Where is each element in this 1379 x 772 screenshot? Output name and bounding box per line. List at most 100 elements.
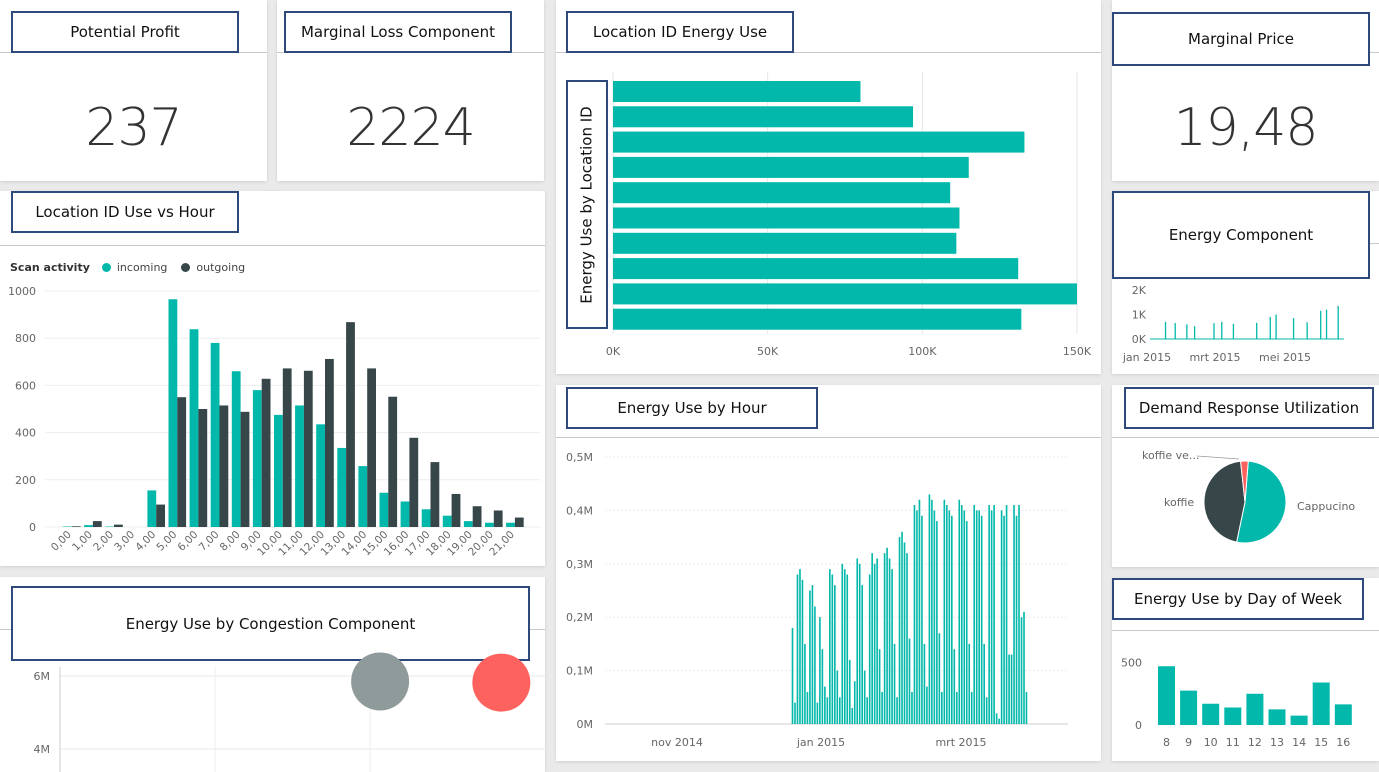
bar: [806, 691, 809, 724]
bar-incoming: [485, 522, 494, 527]
bar-incoming: [84, 525, 93, 527]
bar-incoming: [337, 447, 347, 527]
bar-outgoing: [156, 504, 165, 527]
energy-hour-card[interactable]: Energy Use by Hour 0M 0,1M 0,2M 0,3M 0,4M 0,5…: [556, 385, 1101, 761]
location-energy-chart: 0K 50K 100K 150K: [606, 72, 1092, 358]
x-tick-label: nov 2014: [651, 736, 703, 749]
bar: [1158, 666, 1175, 725]
x-tick-label: 4,00: [133, 529, 158, 554]
bar: [861, 585, 864, 724]
demand-response-card[interactable]: Demand Response Utilization Cappucino kof…: [1112, 385, 1379, 567]
bar: [866, 697, 868, 724]
bar: [814, 606, 816, 724]
bar: [988, 505, 990, 724]
day-of-week-card[interactable]: Energy Use by Day of Week 0 500 8 9 10 11 12 13…: [1112, 578, 1379, 761]
bar: [886, 547, 888, 724]
bar: [1015, 515, 1018, 724]
legend-label-outgoing[interactable]: outgoing: [196, 261, 246, 274]
bar: [846, 574, 849, 724]
x-tick-label: 11: [1226, 736, 1240, 749]
bar-outgoing: [346, 322, 355, 527]
scatter-point: [351, 652, 410, 711]
card-divider: [1112, 630, 1379, 631]
x-tick-label: 0,00: [49, 529, 74, 554]
bar-incoming: [379, 492, 389, 527]
x-tick-label: jan 2015: [796, 736, 845, 749]
location-energy-card[interactable]: Location ID Energy Use Energy Use by Loc…: [556, 0, 1101, 374]
marginal-price-card[interactable]: Marginal Price 19,48: [1112, 0, 1379, 181]
bar-incoming: [400, 501, 410, 527]
bar: [975, 510, 978, 724]
bar-outgoing: [367, 368, 376, 527]
y-tick-label: 600: [15, 379, 36, 392]
bar: [799, 569, 801, 724]
x-tick-label: 2,00: [91, 529, 116, 554]
location-energy-ylabel: Energy Use by Location ID: [566, 80, 608, 329]
congestion-card[interactable]: Energy Use by Congestion Component 4M 6M: [0, 577, 545, 772]
bar-outgoing: [261, 378, 271, 527]
y-tick-label: 0M: [577, 718, 594, 731]
y-tick-label: 0,4M: [566, 504, 593, 517]
bar: [893, 643, 896, 724]
pie-label-cappucino: Cappucino: [1297, 500, 1355, 513]
x-tick-label: 6,00: [175, 529, 200, 554]
bar: [888, 558, 891, 724]
bar-incoming: [463, 521, 473, 527]
bar-outgoing: [71, 526, 81, 527]
bar: [990, 510, 993, 724]
bar-incoming: [442, 515, 452, 527]
bar: [980, 515, 983, 724]
bar: [921, 515, 923, 724]
bar: [941, 691, 943, 724]
pie-slice: [1236, 460, 1287, 544]
bar: [824, 686, 826, 724]
bar-incoming: [316, 424, 325, 527]
x-tick-label: 14: [1292, 736, 1306, 749]
legend-label-incoming[interactable]: incoming: [116, 261, 168, 274]
bar: [1312, 682, 1330, 725]
y-tick-label: 200: [15, 474, 36, 487]
bar: [903, 542, 906, 724]
y-tick-label: 500: [1121, 657, 1142, 670]
y-tick-label: 6M: [34, 670, 51, 683]
bar-incoming: [147, 490, 157, 527]
bar: [816, 702, 819, 724]
bar: [923, 643, 926, 724]
x-tick-label: 8: [1163, 736, 1170, 749]
energy-component-card[interactable]: Energy Component 0K 1K 2K jan 2015 mrt 2015 m…: [1112, 191, 1379, 374]
bar: [1334, 704, 1352, 725]
card-divider: [556, 437, 1101, 438]
marginal-loss-card[interactable]: Marginal Loss Component 2224: [277, 0, 544, 181]
bar: [943, 499, 946, 724]
demand-response-title: Demand Response Utilization: [1124, 387, 1374, 429]
location-hour-card[interactable]: Location ID Use vs Hour Scan activity in…: [0, 191, 545, 566]
bar: [829, 569, 831, 724]
x-tick-label: mei 2015: [1259, 351, 1311, 364]
demand-response-chart: Cappucino koffie koffie ve...: [1142, 449, 1355, 544]
energy-hour-chart: 0M 0,1M 0,2M 0,3M 0,4M 0,5M nov 2014 jan 2015 mr…: [566, 451, 1068, 749]
bar: [871, 553, 873, 724]
bar: [946, 505, 948, 724]
bar-incoming: [358, 466, 368, 527]
bar: [1246, 693, 1264, 725]
bar: [868, 574, 871, 724]
bar-incoming: [189, 329, 199, 527]
bar: [970, 691, 973, 724]
bar: [938, 633, 941, 724]
scatter-point: [472, 653, 531, 712]
bar: [1020, 617, 1023, 724]
bar-outgoing: [451, 493, 461, 527]
x-tick-label: 16: [1336, 736, 1350, 749]
potential-profit-value: 237: [85, 98, 182, 158]
y-tick-label: 0,5M: [566, 451, 593, 464]
bar: [973, 505, 976, 724]
potential-profit-card[interactable]: Potential Profit 237: [0, 0, 267, 181]
bar-incoming: [421, 509, 431, 527]
bar: [1003, 515, 1005, 724]
energy-hour-title: Energy Use by Hour: [566, 387, 818, 429]
bar-outgoing: [325, 358, 334, 527]
x-tick-label: mrt 2015: [935, 736, 986, 749]
bar: [843, 569, 846, 724]
y-tick-label: 400: [15, 427, 36, 440]
x-tick-label: 1,00: [70, 529, 95, 554]
